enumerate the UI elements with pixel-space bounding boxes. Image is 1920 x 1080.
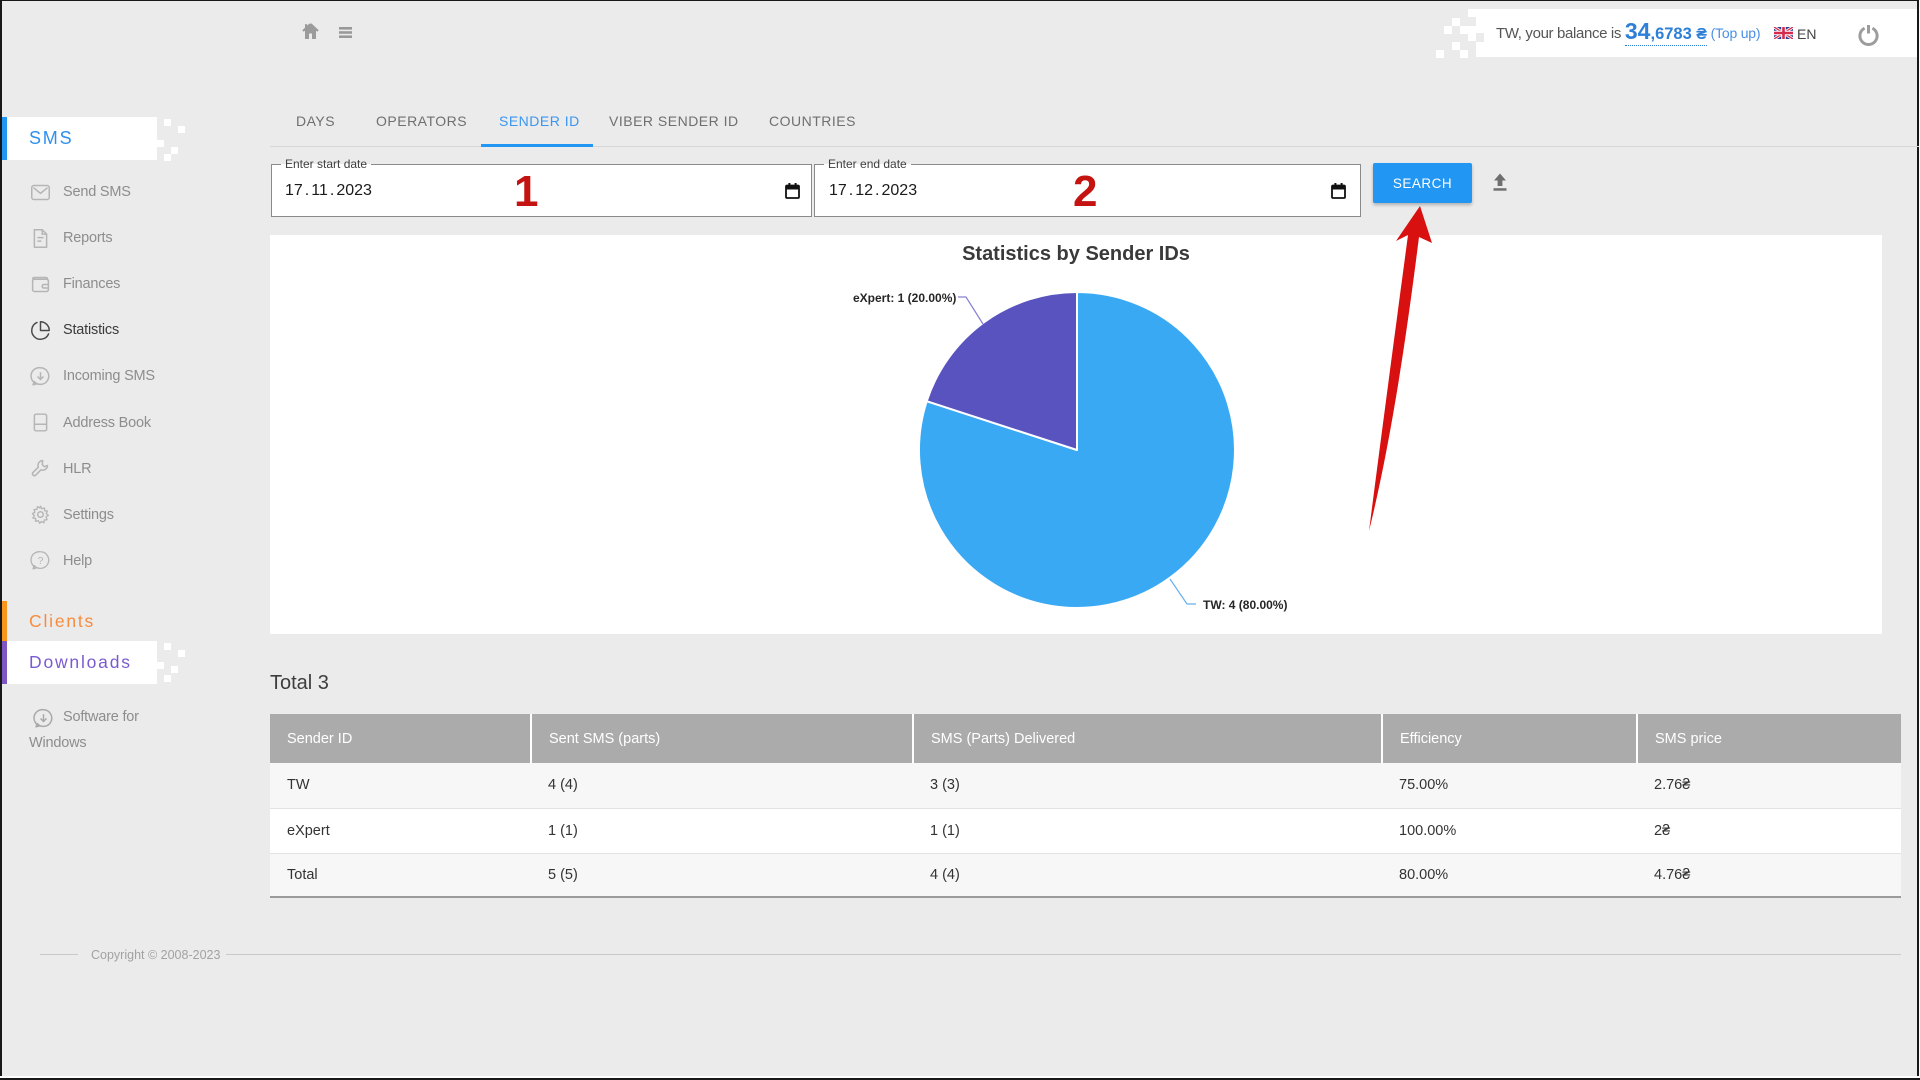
svg-text:TW: 4 (80.00%): TW: 4 (80.00%) — [1203, 598, 1287, 612]
svg-text:eXpert: 1 (20.00%): eXpert: 1 (20.00%) — [853, 291, 956, 305]
svg-text:?: ? — [38, 555, 44, 567]
